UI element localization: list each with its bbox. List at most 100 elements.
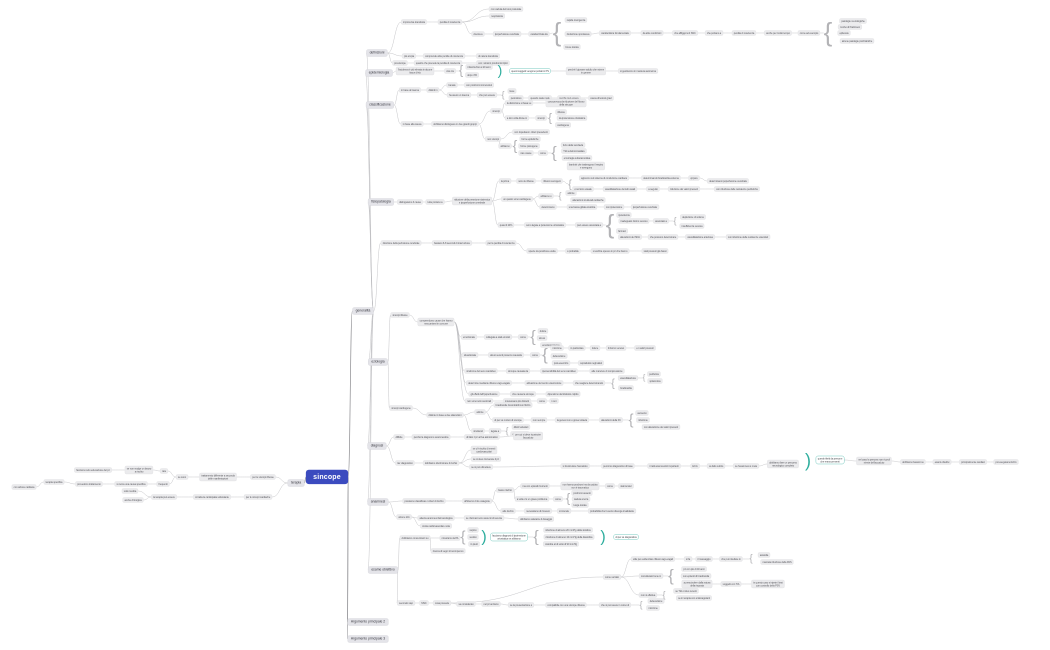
subtopic[interactable]: gli effetti dell'ipoperfusione xyxy=(468,391,500,397)
subtopic[interactable]: il ritorno venoso xyxy=(605,345,627,351)
subtopic[interactable]: caratterizzata da xyxy=(528,31,550,37)
main-topic[interactable]: diagnosi xyxy=(367,442,387,450)
subtopic[interactable]: vasodilatazione xyxy=(618,375,638,381)
subtopic[interactable]: dobbiamo distinguere in due grandi grupp… xyxy=(431,121,479,127)
subtopic[interactable]: in piedi xyxy=(468,541,480,547)
subtopic[interactable]: splancnica xyxy=(647,378,663,384)
subtopic[interactable]: se la presentazione è xyxy=(507,602,535,608)
subtopic[interactable]: MSC xyxy=(419,600,429,606)
subtopic[interactable]: sindrome del seno carotideo xyxy=(464,368,498,374)
subtopic[interactable]: solo medica xyxy=(121,488,139,494)
subtopic[interactable]: il massaggio xyxy=(695,556,713,562)
subtopic[interactable]: sincopi riflesse xyxy=(390,312,410,318)
subtopic[interactable]: perché la diagnosi è anamnestica xyxy=(411,434,451,440)
subtopic[interactable]: a loro volta divise in xyxy=(504,115,530,121)
subtopic[interactable]: dobbiamo valutarne il dosaggio xyxy=(517,516,555,522)
subtopic[interactable]: determinano ipoperfusione cerebrale xyxy=(707,178,749,184)
subtopic[interactable]: determina mediante riflesso vago-vagale xyxy=(466,380,512,386)
subtopic[interactable]: dipendono dal distretto colpito xyxy=(545,391,581,397)
subtopic[interactable]: che causa la sincope xyxy=(510,391,536,397)
subtopic[interactable]: sincopi xyxy=(535,115,547,121)
subtopic[interactable]: che portano a xyxy=(704,30,724,36)
subtopic[interactable]: riduzione dei valori pressori xyxy=(667,186,701,192)
subtopic[interactable]: asistolia xyxy=(757,552,771,558)
subtopic[interactable]: strutturali xyxy=(471,428,485,434)
subtopic[interactable]: ma con episodi ricorrenti xyxy=(520,483,550,489)
subtopic[interactable]: vasodilatazione dei letti vasali xyxy=(602,186,638,192)
subtopic[interactable]: in particolare xyxy=(568,345,586,351)
subtopic[interactable]: bambini che trattengono il respiro e sve… xyxy=(566,161,606,171)
subtopic[interactable]: che si può avere in corso di xyxy=(598,602,632,608)
subtopic[interactable]: a volte c'è un grave problema xyxy=(514,496,550,502)
subtopic[interactable]: si tratta la cardiopatia sottostante xyxy=(193,494,231,500)
subtopic[interactable]: quando cade male xyxy=(528,95,552,101)
subtopic[interactable]: facciamo solo educazione del pz xyxy=(74,467,112,473)
subtopic[interactable]: si gestiscono in maniera autonoma xyxy=(618,68,658,74)
subtopic[interactable]: con riduzione delle resistenze vascolari xyxy=(725,234,771,240)
subtopic[interactable]: come xyxy=(530,352,540,358)
subtopic[interactable]: aritmie xyxy=(565,190,577,196)
subtopic[interactable]: legate a xyxy=(488,428,502,434)
main-topic[interactable]: generalità xyxy=(352,307,374,315)
subtopic[interactable]: abbiamo xyxy=(498,143,512,149)
subtopic[interactable]: a prescindere dalla natura della rispost… xyxy=(681,579,713,589)
subtopic[interactable]: necessitano di ricovero xyxy=(524,508,552,514)
subtopic[interactable]: anche chirurgica xyxy=(122,497,144,503)
subtopic[interactable]: o sul tono vasale xyxy=(572,186,594,192)
subtopic[interactable]: determinando bradicardia estrema xyxy=(641,175,681,181)
subtopic[interactable]: infanzia fino ai 20 anni xyxy=(465,64,493,70)
subtopic[interactable]: con riduzione delle resistenze periferic… xyxy=(714,186,760,192)
subtopic[interactable]: secondo step xyxy=(397,600,415,606)
highlight-topic[interactable]: di per sé diagnostica xyxy=(613,534,639,540)
subtopic[interactable]: marcata riduzione della PAS xyxy=(760,559,794,565)
subtopic[interactable]: perdita di coscienza xyxy=(437,19,463,25)
subtopic[interactable]: forme psicogene xyxy=(518,143,540,149)
subtopic[interactable]: cioè tra xyxy=(444,68,456,74)
subtopic[interactable]: non sempre xyxy=(530,417,548,423)
subtopic[interactable]: probabilità che l'evento divenga invalid… xyxy=(588,508,636,514)
subtopic[interactable]: alterazioni del SNA xyxy=(618,234,642,240)
subtopic[interactable]: aritmie xyxy=(474,409,486,415)
subtopic[interactable]: distinti in xyxy=(426,87,440,93)
subtopic[interactable]: anche per molto tempo xyxy=(764,30,792,36)
subtopic[interactable]: in base al trauma xyxy=(399,87,421,93)
subtopic[interactable]: ipoperfusione cerebrale xyxy=(630,204,660,210)
subtopic[interactable]: riduzione della pressione sistemica e ip… xyxy=(452,196,492,206)
subtopic[interactable]: per la perdita di coscienza xyxy=(485,240,517,246)
subtopic[interactable]: specie da posizione eretta xyxy=(526,248,558,254)
subtopic[interactable]: vasodilatazione arteriosa xyxy=(685,234,715,240)
subtopic[interactable]: se l'anamnesi è muta xyxy=(733,463,759,469)
subtopic[interactable]: ipersensibilità del seno carotideo xyxy=(540,368,578,374)
subtopic[interactable]: sistolica al di sotto di 90 mmHg xyxy=(543,541,579,547)
subtopic[interactable]: caratteristica fondamentale xyxy=(599,30,631,36)
subtopic[interactable]: l'incidenza è più elevata in alcune fasc… xyxy=(395,66,435,76)
subtopic[interactable]: nel caso la persona non ricordi niente d… xyxy=(856,456,892,466)
subtopic[interactable]: una bassa gittata sistolica xyxy=(566,204,598,210)
subtopic[interactable]: furto della succlavia xyxy=(560,142,586,148)
subtopic[interactable]: con ipotensione xyxy=(603,204,625,210)
subtopic[interactable]: sincopi xyxy=(490,108,502,114)
subtopic[interactable]: perché il giovane adulto che sviene in g… xyxy=(565,66,607,76)
main-topic[interactable]: anamnesi xyxy=(367,498,389,506)
subtopic[interactable]: comprendono cause che hanno meccanismi i… xyxy=(417,317,455,327)
subtopic[interactable]: bastano 6-8 secondi di interruzione xyxy=(431,240,472,246)
main-topic[interactable]: Argomento principale 2 xyxy=(347,618,389,626)
subtopic[interactable]: possiamo classificare i criteri di risch… xyxy=(402,498,446,504)
subtopic[interactable]: TIA vertebro-basilare xyxy=(561,148,587,154)
subtopic[interactable]: bradicardia xyxy=(618,385,634,391)
subtopic[interactable]: trattamento differente a seconda delle m… xyxy=(199,472,237,482)
subtopic[interactable]: alcune info xyxy=(396,514,412,520)
subtopic[interactable]: stati tensivi xyxy=(618,483,634,489)
subtopic[interactable]: basso rischio xyxy=(496,487,514,493)
subtopic[interactable]: se TIA o ictus recenti xyxy=(673,588,699,594)
subtopic[interactable]: che affliggono il SNC xyxy=(672,30,698,36)
subtopic[interactable]: cosa prevede xyxy=(432,600,452,606)
subtopic[interactable]: considerato bene in xyxy=(638,573,664,579)
subtopic[interactable]: misuriamo la PA xyxy=(439,535,461,541)
subtopic[interactable]: pz con più di 40 anni xyxy=(681,566,707,572)
subtopic[interactable]: associato a xyxy=(653,218,669,224)
subtopic[interactable]: che possono determinare xyxy=(647,234,679,240)
subtopic[interactable]: compatibile con una sincope riflessa xyxy=(545,602,587,608)
subtopic[interactable]: seduto xyxy=(467,534,479,540)
subtopic[interactable]: dobbiamo fare un percorso neurologico co… xyxy=(767,459,799,469)
